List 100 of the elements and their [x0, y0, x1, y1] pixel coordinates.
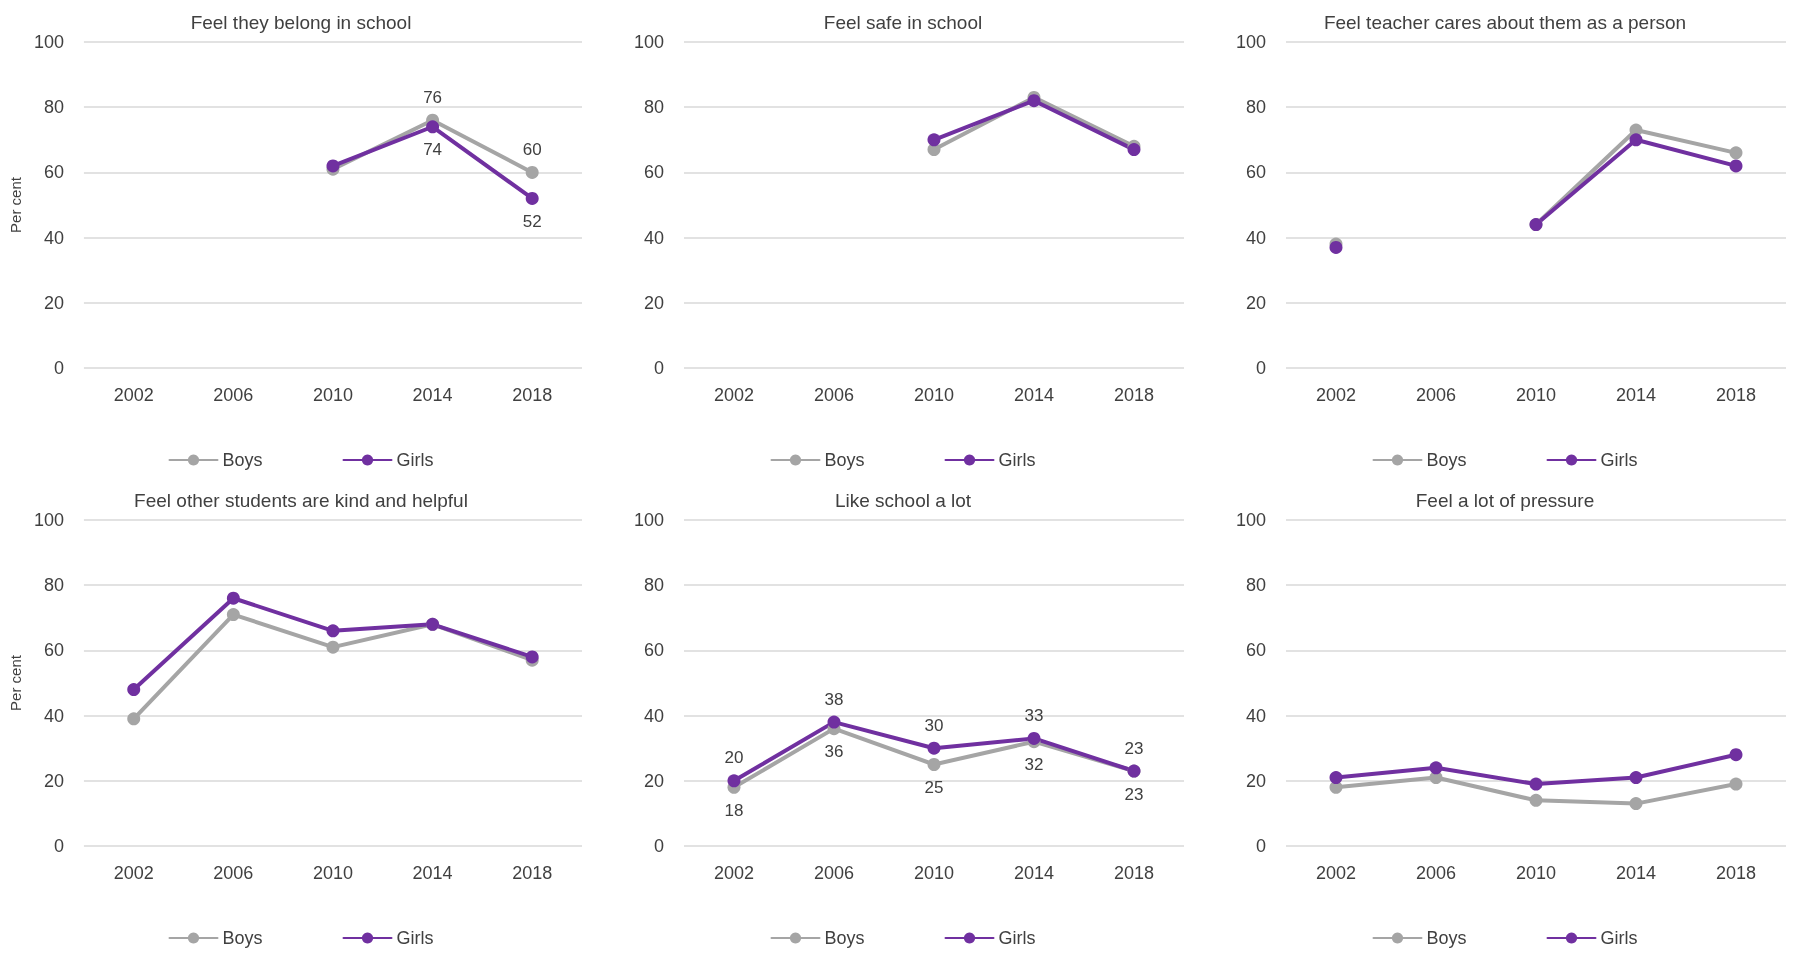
y-tick-label: 80 [43, 575, 64, 596]
y-tick-label: 40 [1245, 705, 1266, 726]
x-tick-label: 2002 [713, 385, 755, 405]
y-tick-label: 20 [43, 292, 64, 313]
y-tick-label: 0 [53, 358, 64, 378]
data-label: 20 [724, 748, 744, 768]
chart-title: Feel other students are kind and helpful [134, 490, 468, 511]
x-tick-label: 2006 [1415, 863, 1457, 883]
y-tick-label: 80 [643, 97, 664, 118]
x-tick-label: 2014 [1013, 863, 1055, 883]
y-axis-title: Per cent [7, 654, 24, 711]
y-tick-label: 100 [33, 32, 64, 52]
y-tick-label: 60 [1245, 162, 1266, 183]
chart-title: Feel teacher cares about them as a person [1323, 12, 1687, 33]
legend-label: Boys [222, 450, 263, 470]
data-label: 32 [1024, 755, 1044, 775]
y-tick-label: 100 [1235, 510, 1266, 530]
x-tick-label: 2010 [1515, 385, 1557, 405]
y-tick-label: 80 [1245, 97, 1266, 118]
x-tick-label: 2002 [113, 863, 154, 883]
x-tick-label: 2018 [512, 863, 553, 883]
legend-label: Girls [998, 450, 1036, 470]
y-tick-label: 60 [1245, 640, 1266, 661]
y-tick-label: 0 [653, 358, 664, 378]
x-tick-label: 2018 [1113, 863, 1155, 883]
data-label: 36 [824, 742, 844, 762]
x-tick-label: 2006 [213, 385, 254, 405]
x-tick-label: 2006 [813, 385, 855, 405]
y-tick-label: 20 [643, 292, 664, 313]
y-tick-label: 100 [33, 510, 64, 530]
y-tick-label: 80 [43, 97, 64, 118]
x-tick-label: 2002 [713, 863, 755, 883]
x-tick-label: 2018 [1715, 385, 1757, 405]
y-axis-title: Per cent [7, 176, 24, 233]
data-label: 52 [522, 211, 542, 231]
x-tick-label: 2002 [113, 385, 154, 405]
data-label: 74 [423, 140, 443, 160]
chart-title: Feel they belong in school [190, 12, 412, 33]
legend-label: Girls [1600, 450, 1638, 470]
x-tick-label: 2014 [412, 863, 453, 883]
legend-label: Boys [222, 928, 263, 948]
legend-label: Girls [998, 928, 1036, 948]
x-tick-label: 2006 [1415, 385, 1457, 405]
y-tick-label: 40 [43, 705, 64, 726]
data-label: 33 [1024, 705, 1044, 725]
y-tick-label: 0 [653, 836, 664, 856]
y-tick-label: 60 [43, 162, 64, 183]
y-tick-label: 20 [643, 770, 664, 791]
legend-label: Girls [1600, 928, 1638, 948]
legend-label: Girls [396, 928, 434, 948]
x-tick-label: 2014 [1013, 385, 1055, 405]
x-tick-label: 2002 [1315, 385, 1357, 405]
y-tick-label: 0 [53, 836, 64, 856]
x-tick-label: 2018 [1113, 385, 1155, 405]
x-tick-label: 2014 [412, 385, 453, 405]
data-label: 76 [423, 87, 443, 107]
data-label: 30 [924, 715, 944, 735]
data-label: 23 [1124, 738, 1144, 758]
x-tick-label: 2006 [213, 863, 254, 883]
y-tick-label: 100 [633, 510, 664, 530]
legend-label: Boys [824, 928, 865, 948]
x-tick-label: 2018 [512, 385, 553, 405]
legend-label: Girls [396, 450, 434, 470]
x-tick-label: 2010 [913, 385, 955, 405]
y-tick-label: 20 [43, 770, 64, 791]
x-tick-label: 2010 [1515, 863, 1557, 883]
y-tick-label: 40 [43, 227, 64, 248]
x-tick-label: 2006 [813, 863, 855, 883]
y-tick-label: 40 [643, 227, 664, 248]
legend-label: Boys [1426, 450, 1467, 470]
y-tick-label: 80 [643, 575, 664, 596]
x-tick-label: 2018 [1715, 863, 1757, 883]
y-tick-label: 20 [1245, 292, 1266, 313]
data-label: 60 [522, 139, 542, 159]
y-tick-label: 100 [633, 32, 664, 52]
x-tick-label: 2002 [1315, 863, 1357, 883]
x-tick-label: 2014 [1615, 863, 1657, 883]
data-label: 23 [1124, 784, 1144, 804]
data-label: 38 [824, 689, 844, 709]
x-tick-label: 2010 [913, 863, 955, 883]
y-tick-label: 60 [643, 640, 664, 661]
y-tick-label: 60 [43, 640, 64, 661]
y-tick-label: 40 [643, 705, 664, 726]
x-tick-label: 2010 [312, 863, 353, 883]
y-tick-label: 60 [643, 162, 664, 183]
y-tick-label: 40 [1245, 227, 1266, 248]
data-label: 25 [924, 778, 944, 797]
legend-label: Boys [1426, 928, 1467, 948]
chart-title: Like school a lot [834, 490, 972, 511]
y-tick-label: 0 [1255, 836, 1266, 856]
chart-title: Feel safe in school [823, 12, 983, 33]
data-label: 18 [724, 800, 744, 820]
legend-label: Boys [824, 450, 865, 470]
x-tick-label: 2014 [1615, 385, 1657, 405]
y-tick-label: 0 [1255, 358, 1266, 378]
y-tick-label: 100 [1235, 32, 1266, 52]
y-tick-label: 20 [1245, 770, 1266, 791]
y-tick-label: 80 [1245, 575, 1266, 596]
x-tick-label: 2010 [312, 385, 353, 405]
chart-title: Feel a lot of pressure [1415, 490, 1595, 511]
